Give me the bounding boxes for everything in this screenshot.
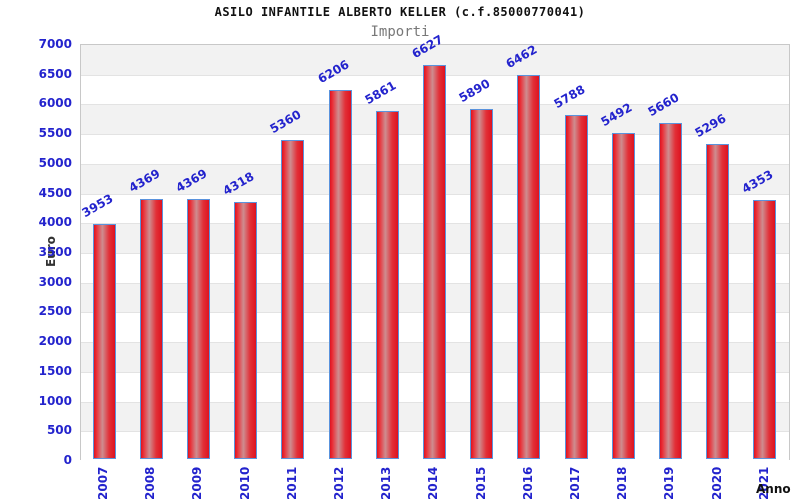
x-tick-label: 2012 (332, 466, 346, 500)
x-tick-label: 2013 (379, 466, 394, 500)
y-tick-label: 3000 (38, 274, 72, 289)
x-tick-label: 2020 (709, 466, 724, 500)
y-tick-label: 6000 (38, 96, 72, 111)
x-tick-label: 2017 (568, 466, 582, 500)
y-tick-label: 7000 (38, 37, 72, 51)
y-tick-label: 6500 (38, 66, 72, 81)
plot-area (80, 44, 790, 461)
y-tick-label: 5000 (38, 155, 72, 170)
chart-title: ASILO INFANTILE ALBERTO KELLER (c.f.8500… (214, 5, 586, 19)
y-tick-label: 5500 (38, 126, 72, 141)
x-tick-label: 2019 (662, 466, 677, 500)
y-tick-label: 0 (63, 453, 72, 467)
chart-subtitle: Importi (370, 24, 430, 40)
x-tick-label: 2015 (473, 466, 488, 500)
bar-2014 (422, 65, 446, 459)
x-tick-label: 2007 (96, 466, 110, 500)
bar-2008 (139, 199, 163, 459)
x-tick-label: 2018 (615, 466, 630, 500)
bar-2017 (564, 115, 588, 459)
y-tick-label: 4500 (38, 185, 72, 200)
x-tick-label: 2014 (426, 466, 441, 500)
y-tick-label: 2500 (38, 304, 72, 319)
y-tick-label: 2000 (38, 334, 72, 349)
y-tick-label: 3500 (38, 245, 72, 259)
y-tick-label: 4000 (38, 215, 72, 230)
x-tick-label: 2011 (284, 466, 299, 500)
y-tick-label: 500 (46, 423, 72, 438)
bar-2015 (470, 109, 494, 459)
bar-2013 (375, 111, 399, 459)
y-tick-label: 1500 (38, 363, 72, 378)
bar-2012 (328, 90, 352, 459)
bar-2007 (92, 224, 116, 459)
bar-2009 (186, 199, 210, 459)
bar-2021 (753, 200, 777, 459)
bar-2011 (281, 140, 305, 459)
x-tick-label: 2010 (237, 466, 252, 500)
bar-2016 (517, 75, 541, 459)
bar-2018 (611, 133, 635, 459)
x-axis-title: Anno (756, 482, 791, 496)
x-tick-label: 2016 (520, 466, 535, 500)
bar-2019 (658, 123, 682, 459)
y-tick-label: 1000 (38, 393, 72, 408)
bar-2020 (706, 144, 730, 459)
x-tick-label: 2009 (190, 466, 205, 500)
bar-2010 (234, 202, 258, 459)
x-tick-label: 2008 (143, 466, 158, 500)
